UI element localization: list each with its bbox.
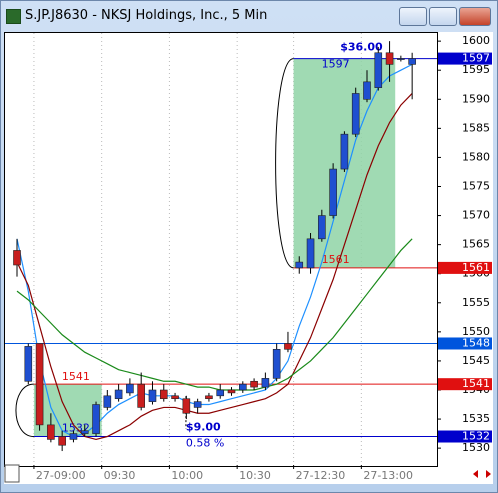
candle-body	[205, 395, 213, 400]
candle-body	[114, 389, 123, 400]
measure-arc	[275, 58, 294, 269]
candle-body	[35, 343, 44, 426]
y-tick-label: 1585	[462, 121, 490, 134]
level-flag	[438, 261, 492, 274]
candle-body	[284, 343, 292, 350]
y-tick-label: 1590	[462, 92, 490, 105]
y-tick-label: 1580	[462, 150, 490, 163]
y-tick-label: 1570	[462, 209, 490, 222]
y-tick-label: 1530	[462, 441, 490, 454]
y-tick-label: 1535	[462, 412, 490, 425]
measure-pct: 0.58 %	[186, 437, 224, 450]
measure-box	[33, 384, 102, 437]
plot-frame	[4, 32, 438, 467]
y-tick-label: 1545	[462, 354, 490, 367]
candle-body	[374, 52, 383, 88]
candle-body	[103, 395, 112, 408]
level-label: 1541	[462, 377, 490, 390]
candle-body	[397, 58, 405, 60]
candle-body	[239, 383, 247, 391]
candle-body	[13, 250, 21, 266]
level-label: 1532	[462, 430, 490, 443]
candle-body	[24, 346, 33, 382]
level-flag	[438, 337, 492, 350]
candle-body	[92, 404, 100, 434]
scroll-arrows[interactable]	[473, 470, 491, 478]
candle-body	[340, 133, 349, 170]
ma-line	[16, 93, 413, 441]
candle-body	[69, 433, 78, 440]
measure-low-label: 1561	[322, 253, 350, 266]
candle-body	[148, 389, 157, 402]
candle-body	[329, 168, 337, 216]
minimize-button[interactable]	[399, 7, 427, 26]
app-icon	[6, 9, 21, 24]
candle-body	[261, 378, 270, 388]
candle-body	[80, 430, 89, 434]
level-label: 1561	[462, 261, 490, 274]
x-tick-label: 27-09:00	[36, 469, 86, 482]
candle-body	[58, 436, 66, 446]
close-button[interactable]	[459, 7, 491, 26]
y-tick-label: 1600	[462, 34, 490, 47]
y-tick-label: 1565	[462, 238, 490, 251]
ma-line	[16, 238, 413, 391]
window-title: S.JP.J8630 - NKSJ Holdings, Inc., 5 Min	[25, 8, 268, 23]
candle-body	[159, 389, 168, 400]
y-tick-label: 1550	[462, 325, 490, 338]
candle-body	[306, 238, 315, 269]
candle-body	[137, 383, 145, 408]
candle-body	[318, 215, 326, 240]
candle-body	[295, 261, 304, 269]
y-tick-label: 1555	[462, 296, 490, 309]
measure-high-label: 1597	[322, 58, 350, 71]
y-tick-label: 1575	[462, 179, 490, 192]
candle-body	[126, 383, 134, 394]
candle-body	[250, 380, 258, 388]
title-bar: S.JP.J8630 - NKSJ Holdings, Inc., 5 Min	[1, 1, 497, 31]
candle-body	[408, 58, 416, 65]
level-flag	[438, 378, 492, 391]
measure-high-label: 1541	[62, 370, 90, 383]
y-tick-label: 1595	[462, 63, 490, 76]
measure-change: $9.00	[186, 421, 221, 434]
x-tick-label: 10:30	[239, 469, 271, 482]
x-tick-label: 27-13:00	[363, 469, 413, 482]
level-flag	[438, 52, 492, 65]
candle-body	[216, 389, 225, 397]
measure-change: $36.00	[340, 41, 383, 54]
candle-body	[272, 348, 281, 379]
candle-body	[182, 398, 191, 414]
x-tick-label: 09:30	[104, 469, 136, 482]
candle-body	[47, 424, 55, 440]
measure-arc	[15, 383, 34, 438]
candle-body	[363, 81, 371, 100]
candle-body	[227, 389, 236, 394]
x-tick-label: 27-12:30	[296, 469, 346, 482]
level-label: 1597	[462, 52, 490, 65]
maximize-button[interactable]	[429, 7, 457, 26]
level-label: 1548	[462, 336, 490, 349]
x-tick-label: 10:00	[171, 469, 203, 482]
candle-body	[385, 52, 394, 65]
candle-body	[193, 401, 202, 408]
candle-body	[171, 395, 179, 400]
level-flag	[438, 430, 492, 443]
scroll-box[interactable]	[4, 464, 20, 483]
candle-body	[351, 93, 360, 135]
